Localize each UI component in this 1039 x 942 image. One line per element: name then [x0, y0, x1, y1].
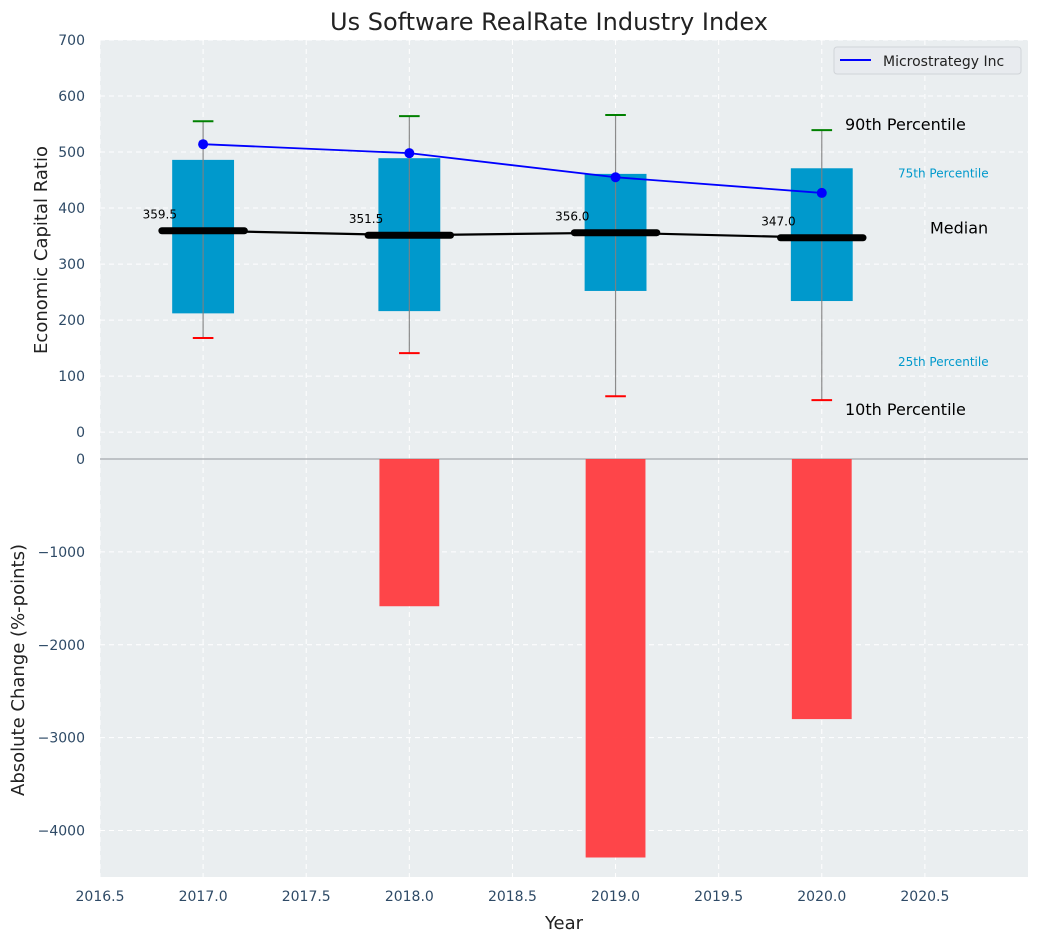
top-y-ticks: 0 100 200 300 400 500 600 700	[58, 33, 85, 441]
legend-label-microstrategy: Microstrategy Inc	[883, 54, 1004, 70]
chart-title: Us Software RealRate Industry Index	[330, 8, 768, 36]
p10-annotation: 10th Percentile	[845, 400, 966, 419]
x-tick-label: 2017.5	[282, 889, 331, 905]
median-value-label: 351.5	[349, 212, 383, 226]
x-tick-label: 2020.5	[900, 889, 949, 905]
top-y-tick-label: 700	[58, 33, 85, 49]
median-value-label: 347.0	[761, 215, 795, 229]
bottom-plot-background	[100, 459, 1028, 877]
top-y-tick-label: 0	[76, 425, 85, 441]
top-y-tick-label: 500	[58, 145, 85, 161]
median-annotation: Median	[930, 219, 988, 238]
x-tick-label: 2016.5	[76, 889, 125, 905]
bottom-y-tick-label: −3000	[38, 731, 85, 747]
bottom-y-tick-label: −2000	[38, 638, 85, 654]
company-data-point	[198, 139, 209, 150]
top-y-tick-label: 200	[58, 313, 85, 329]
top-y-tick-label: 100	[58, 369, 85, 385]
change-bar	[585, 459, 646, 858]
company-data-point	[404, 148, 415, 159]
p75-annotation: 75th Percentile	[898, 166, 989, 180]
bottom-y-axis-label: Absolute Change (%-points)	[8, 544, 29, 796]
x-tick-label: 2019.5	[694, 889, 743, 905]
top-plot-background	[100, 40, 1028, 459]
bottom-y-tick-label: −1000	[38, 545, 85, 561]
median-value-label: 359.5	[143, 208, 177, 222]
x-tick-label: 2018.5	[488, 889, 537, 905]
company-data-point	[816, 187, 827, 198]
x-tick-label: 2020.0	[797, 889, 846, 905]
bottom-y-tick-label: −4000	[38, 824, 85, 840]
p90-annotation: 90th Percentile	[845, 115, 966, 134]
x-tick-label: 2019.0	[591, 889, 640, 905]
legend-box	[833, 46, 1022, 75]
x-axis-label: Year	[544, 913, 584, 934]
company-data-point	[610, 172, 621, 183]
top-y-tick-label: 400	[58, 201, 85, 217]
top-marks: 359.5 351.5 356.0 347.0 90th Percentile 75th …	[143, 114, 989, 419]
x-tick-label: 2017.0	[179, 889, 228, 905]
change-bar	[791, 459, 852, 720]
median-trend-line	[203, 229, 822, 239]
company-series-line	[203, 143, 822, 194]
bottom-panel: 0 −1000 −2000 −3000 −4000 2016.5 2017.0 2017.5…	[8, 452, 1028, 934]
change-bar	[379, 459, 440, 607]
bottom-y-tick-label: 0	[76, 452, 85, 468]
bottom-y-ticks: 0 −1000 −2000 −3000 −4000	[38, 452, 85, 840]
x-ticks: 2016.5 2017.0 2017.5 2018.0 2018.5 2019.0 2019…	[76, 889, 950, 905]
legend: Microstrategy Inc	[833, 46, 1022, 75]
top-y-axis-label: Economic Capital Ratio	[31, 146, 52, 354]
median-value-label: 356.0	[555, 210, 589, 224]
bottom-bars	[100, 458, 1028, 858]
x-tick-label: 2018.0	[385, 889, 434, 905]
top-y-tick-label: 600	[58, 89, 85, 105]
top-panel: 0 100 200 300 400 500 600 700 359.5 351.5 356.0 34…	[31, 33, 1028, 459]
top-y-tick-label: 300	[58, 257, 85, 273]
p25-annotation: 25th Percentile	[898, 355, 989, 369]
